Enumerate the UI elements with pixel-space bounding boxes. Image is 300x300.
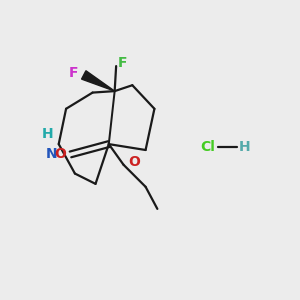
Text: H: H [238,140,250,154]
Text: O: O [128,155,140,169]
Text: Cl: Cl [200,140,215,154]
Text: F: F [118,56,127,70]
Polygon shape [82,71,115,91]
Text: N: N [46,147,57,161]
Text: O: O [54,147,66,161]
Text: F: F [69,66,78,80]
Text: H: H [42,127,53,141]
